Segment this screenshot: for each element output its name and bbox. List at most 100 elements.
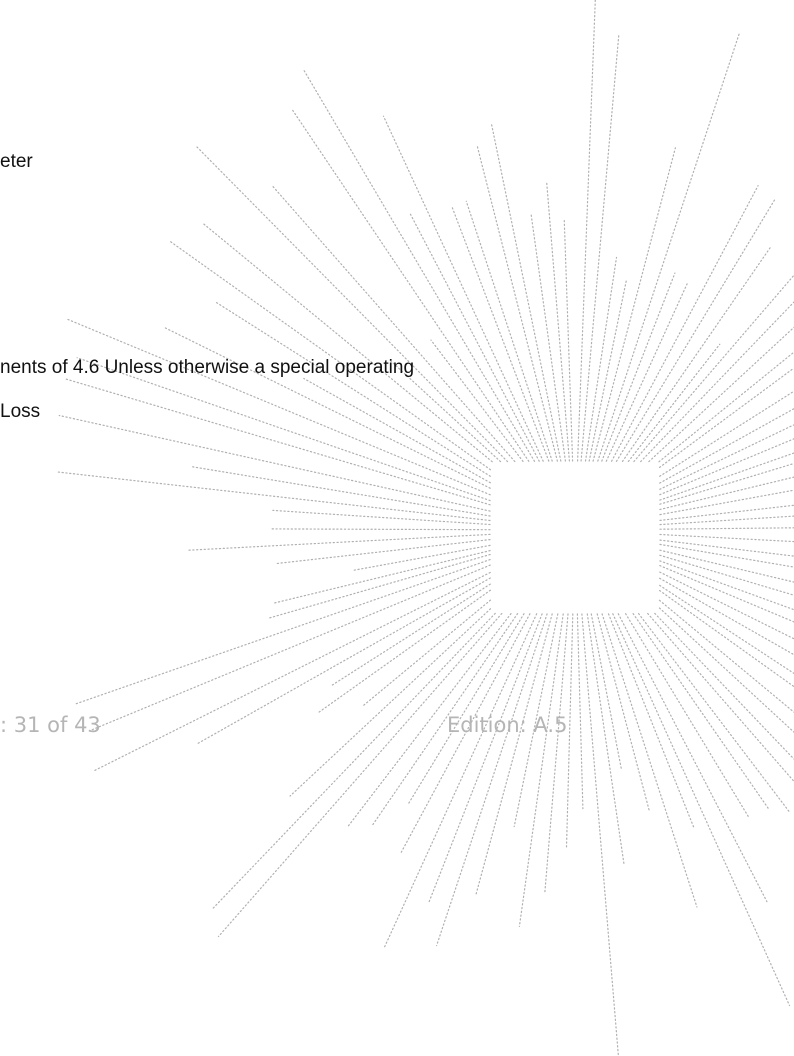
sunburst-ray — [601, 613, 698, 908]
sunburst-ray — [331, 583, 491, 686]
sunburst-ray — [624, 613, 750, 818]
sunburst-ray — [658, 599, 794, 713]
body-text-fragment-eter: eter — [0, 151, 33, 172]
sunburst-ray — [659, 527, 794, 530]
sunburst-ray — [659, 543, 794, 568]
sunburst-ray — [659, 504, 794, 522]
sunburst-ray — [563, 217, 574, 462]
sunburst-ray — [654, 612, 794, 760]
sunburst-ray — [659, 584, 794, 675]
sunburst-ray — [592, 147, 677, 462]
sunburst-ray — [586, 613, 625, 866]
sunburst-ray — [590, 613, 623, 770]
sunburst-ray — [451, 206, 550, 462]
sunburst-ray — [659, 408, 794, 484]
sunburst-ray — [580, 34, 620, 462]
sunburst-ray — [267, 553, 491, 619]
sunburst-ray — [576, 0, 596, 462]
sunburst-ray — [407, 613, 525, 805]
sunburst-ray — [659, 462, 794, 505]
sunburst-ray — [475, 613, 553, 896]
sunburst-ray — [658, 351, 794, 463]
sunburst-ray — [530, 212, 567, 462]
sunburst-ray — [546, 181, 571, 462]
sunburst-ray — [88, 564, 491, 732]
sunburst-ray — [659, 390, 794, 477]
sunburst-ray — [436, 613, 548, 947]
sunburst-ray — [271, 185, 516, 463]
sunburst-ray — [588, 279, 628, 462]
sunburst-ray — [372, 612, 519, 826]
sunburst-ray — [63, 377, 491, 506]
sunburst-ray — [633, 274, 794, 463]
sunburst-ray — [400, 613, 531, 853]
sunburst-ray — [659, 554, 794, 596]
sunburst-ray — [490, 122, 562, 462]
sunburst-ray — [289, 608, 492, 797]
sunburst-ray — [659, 515, 794, 526]
sunburst-ray — [346, 612, 512, 828]
sunburst-ray — [597, 31, 741, 462]
sunburst-ray — [273, 549, 491, 604]
sunburst-ray — [658, 589, 794, 688]
sunburst-ray — [382, 115, 544, 462]
sunburst-ray — [601, 272, 676, 462]
sunburst-ray — [210, 612, 496, 911]
sunburst-ray — [565, 613, 574, 849]
sunburst-ray — [658, 607, 794, 733]
sunburst-ray — [640, 301, 794, 463]
sunburst-ray — [658, 367, 794, 468]
sunburst-ray — [605, 283, 688, 462]
footer-edition: Edition: A.5 — [447, 713, 568, 737]
sunburst-ray — [544, 613, 569, 894]
sunburst-ray — [270, 528, 491, 531]
sunburst-ray — [76, 357, 491, 502]
sunburst-ray — [596, 613, 650, 812]
sunburst-ray — [659, 438, 794, 496]
sunburst-ray — [659, 476, 794, 511]
sunburst-ray — [92, 571, 491, 772]
sunburst-ray — [197, 577, 491, 744]
sunburst-ray — [58, 414, 491, 512]
sunburst-ray — [659, 577, 794, 656]
sunburst-ray — [274, 538, 491, 565]
sunburst-ray — [607, 613, 695, 829]
sunburst-ray — [659, 564, 794, 623]
sunburst-ray — [612, 613, 791, 1007]
sunburst-ray — [632, 612, 770, 810]
sunburst-ray — [351, 544, 491, 572]
sunburst-ray — [163, 326, 491, 489]
sunburst-ray — [430, 339, 524, 462]
sunburst-ray — [659, 533, 794, 543]
sunburst-ray — [74, 558, 491, 705]
sunburst-ray — [621, 247, 771, 462]
body-text-fragment-requirements: nents of 4.6 Unless otherwise a special … — [0, 357, 415, 378]
sunburst-ray — [192, 466, 491, 517]
sunburst-ray — [64, 317, 491, 496]
sunburst-ray — [428, 613, 543, 904]
sunburst-ray — [659, 539, 794, 557]
sunburst-ray — [659, 424, 794, 490]
sunburst-ray — [201, 222, 493, 463]
sunburst-ray — [56, 471, 491, 522]
sunburst-ray — [303, 377, 491, 484]
body-text-fragment-loss: Loss — [0, 401, 41, 422]
sunburst-ray — [615, 197, 777, 462]
sunburst-ray — [217, 612, 503, 938]
sunburst-ray — [648, 326, 794, 463]
sunburst-ray — [383, 613, 538, 949]
sunburst-ray — [518, 613, 564, 928]
sunburst-ray — [214, 300, 491, 477]
footer-page-number: : 31 of 43 — [0, 713, 101, 737]
sunburst-ray — [195, 145, 509, 463]
sunburst-ray — [576, 613, 584, 810]
sunburst-ray — [581, 613, 620, 1056]
sunburst-ray — [647, 612, 794, 783]
sunburst-ray — [476, 146, 559, 462]
sunburst-ray — [659, 489, 794, 516]
sunburst-ray — [465, 200, 553, 462]
sunburst-ray — [637, 612, 791, 813]
sunburst-ray — [302, 68, 536, 462]
sunburst-ray — [272, 509, 491, 526]
